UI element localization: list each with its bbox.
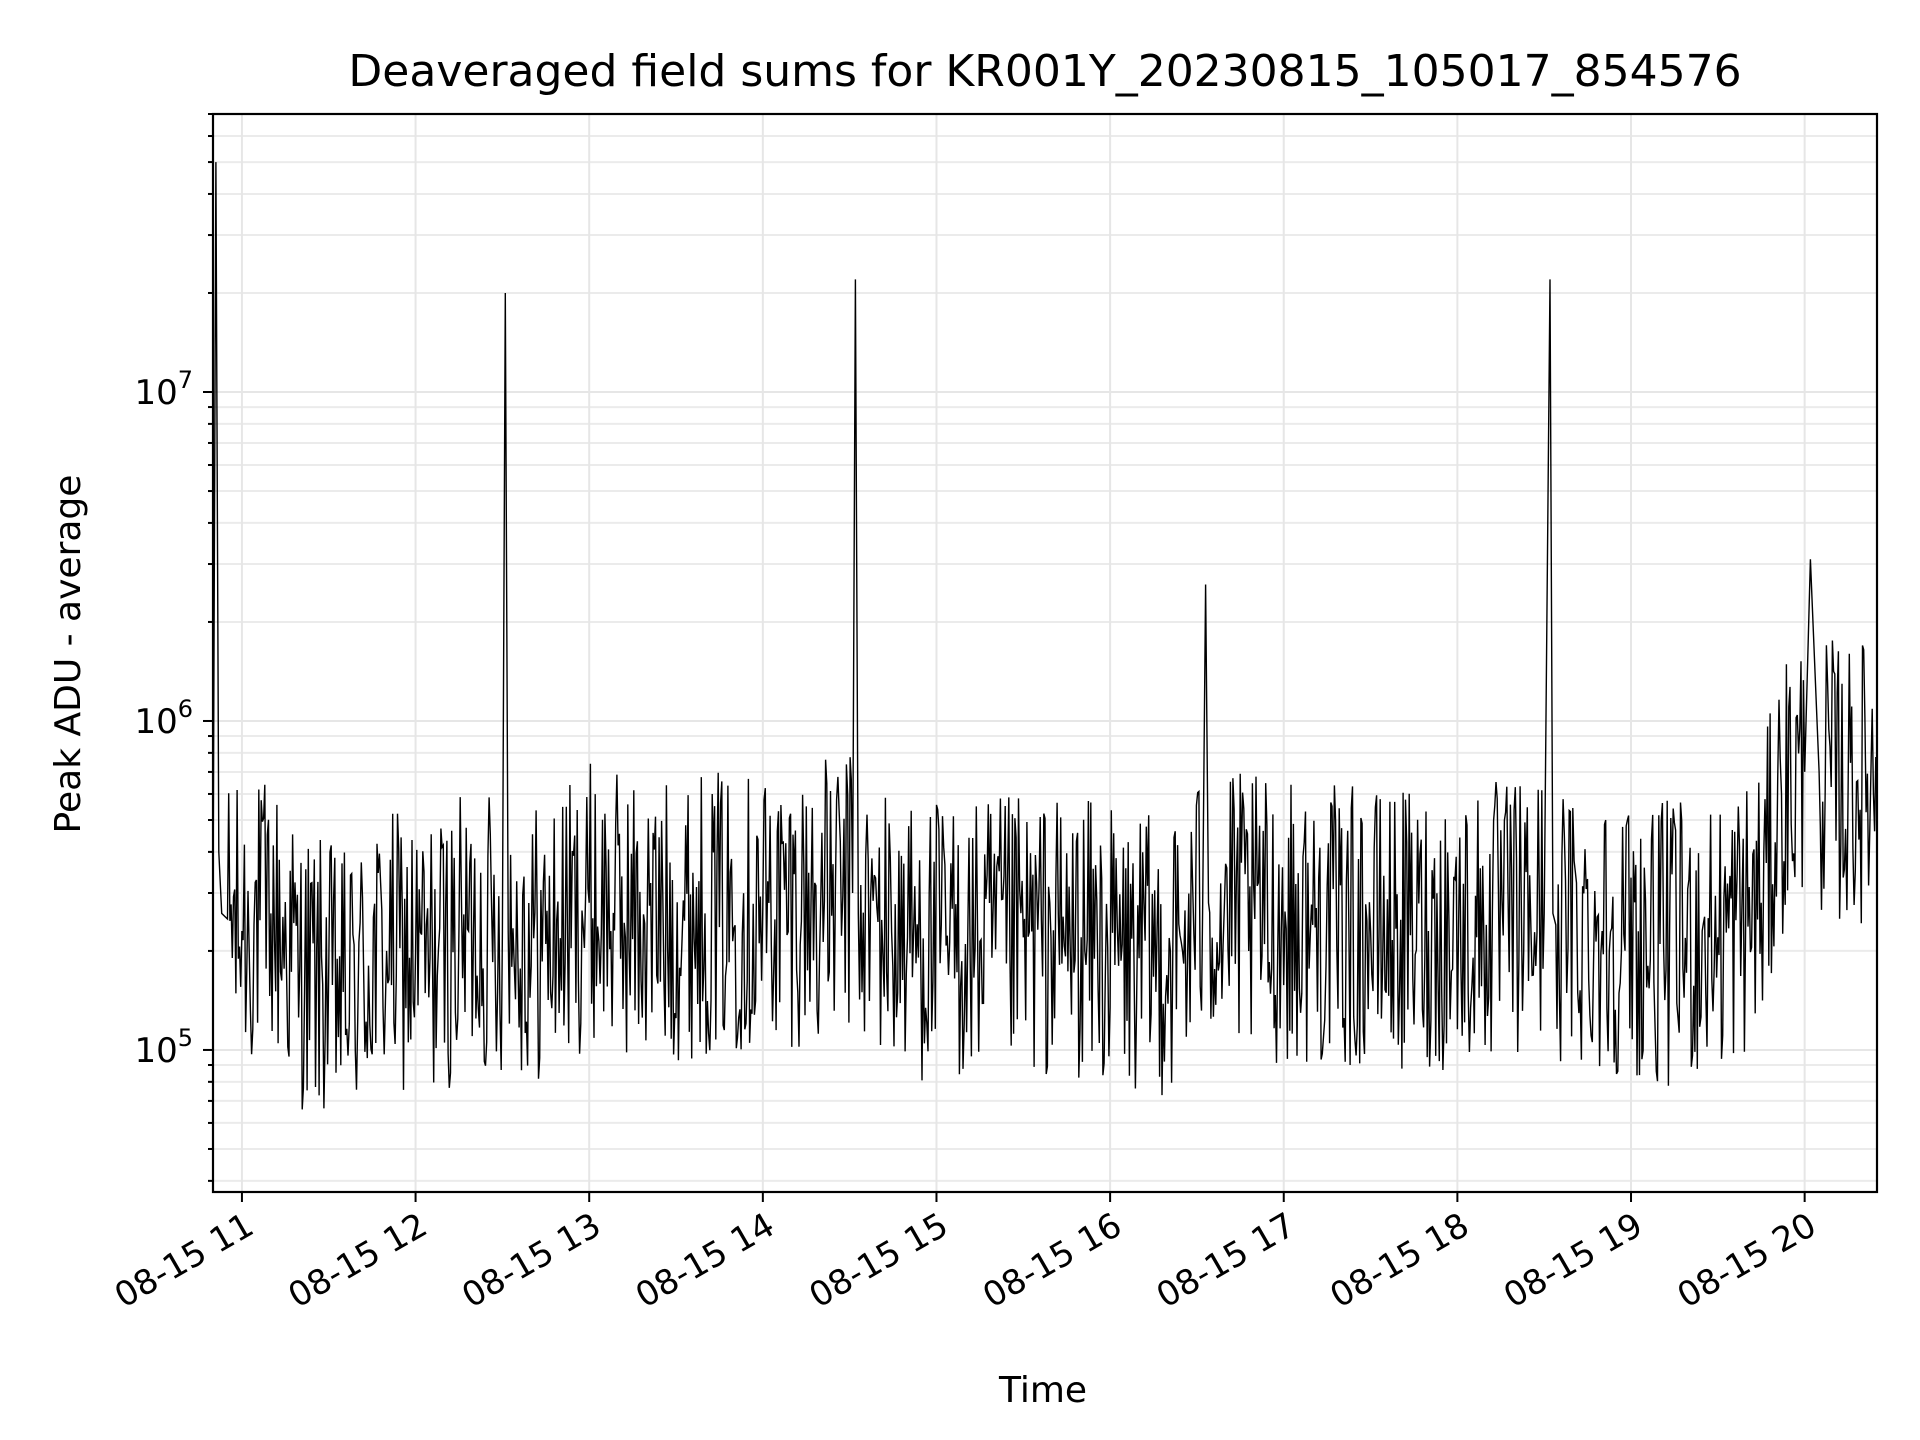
chart-title: Deaveraged field sums for KR001Y_2023081… <box>348 46 1741 97</box>
y-tick-label: 107 <box>134 366 193 413</box>
y-axis: 105 106 107 <box>134 366 213 1071</box>
plot-frame <box>211 112 1879 1194</box>
series-line <box>212 162 1878 1110</box>
y-axis-label: Peak ADU - average <box>48 475 89 834</box>
y-tick-label: 105 <box>134 1024 193 1071</box>
x-axis-label: Time <box>998 1370 1087 1411</box>
y-tick-label: 106 <box>134 695 193 742</box>
